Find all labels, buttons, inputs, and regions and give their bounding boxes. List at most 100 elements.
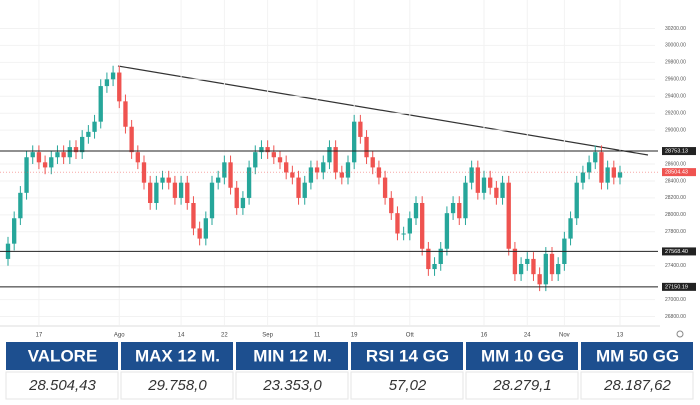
candle-body xyxy=(543,253,548,285)
candle-body xyxy=(333,147,338,173)
candle-body xyxy=(123,101,128,127)
settings-icon[interactable] xyxy=(676,330,684,338)
header-text: VALORE xyxy=(28,346,98,365)
candle-body xyxy=(191,203,196,229)
x-tick-label: 16 xyxy=(481,333,488,339)
x-tick-label: Sep xyxy=(262,333,273,339)
last-price-label: 28504.43 xyxy=(665,170,688,176)
candle-body xyxy=(568,218,573,239)
last-price-box xyxy=(662,168,696,177)
candle-body xyxy=(284,162,289,173)
candle-body xyxy=(296,177,301,198)
header-cell xyxy=(6,342,118,370)
candle-body xyxy=(580,172,586,183)
candle-body xyxy=(55,152,60,158)
candle-body xyxy=(413,203,419,219)
candle-body xyxy=(556,264,561,275)
candle-body xyxy=(228,162,233,188)
candle-body xyxy=(605,167,610,183)
candle-body xyxy=(148,182,153,203)
y-tick-label: 28200.00 xyxy=(665,195,686,201)
y-tick-label: 29800.00 xyxy=(665,60,686,66)
candle-body xyxy=(129,126,134,153)
candle-body xyxy=(98,86,103,122)
x-tick-label: 13 xyxy=(617,333,624,339)
candle-body xyxy=(80,136,85,153)
y-tick-label: 28400.00 xyxy=(665,178,686,184)
candle-body xyxy=(376,167,382,178)
candle-body xyxy=(117,72,122,102)
candle-body xyxy=(345,162,351,178)
candle-body xyxy=(222,162,227,178)
x-tick-label: 17 xyxy=(36,333,43,339)
candle-body xyxy=(444,213,450,249)
candle-body xyxy=(593,152,598,163)
candle-body xyxy=(12,218,17,244)
candle-body xyxy=(67,147,72,158)
value-cell xyxy=(120,371,234,400)
x-tick-label: 24 xyxy=(524,333,531,339)
level-label-box xyxy=(662,247,696,256)
value-cell xyxy=(580,371,694,400)
candle-body xyxy=(389,197,394,214)
x-tick-label: Ott xyxy=(406,333,414,339)
candle-body xyxy=(450,203,456,214)
x-tick-label: 19 xyxy=(351,333,358,339)
candle-body xyxy=(395,213,400,234)
candle-body xyxy=(259,147,264,153)
candle-body xyxy=(599,152,604,183)
candle-body xyxy=(240,197,246,209)
candle-body xyxy=(617,172,623,178)
header-text: MM 10 GG xyxy=(481,346,564,365)
candle-body xyxy=(30,152,35,158)
candle-body xyxy=(481,177,487,193)
value-cell xyxy=(235,371,349,400)
candle-body xyxy=(246,167,252,198)
candle-body xyxy=(42,162,48,168)
candle-body xyxy=(469,167,474,183)
candle-body xyxy=(457,203,462,219)
candle-body xyxy=(18,192,23,219)
candle-body xyxy=(314,167,320,173)
value-cell xyxy=(5,371,119,400)
y-tick-label: 27000.00 xyxy=(665,297,686,303)
y-tick-label: 28000.00 xyxy=(665,212,686,218)
candle-body xyxy=(172,182,178,198)
header-text: RSI 14 GG xyxy=(366,346,449,365)
candle-body xyxy=(253,152,258,168)
y-tick-label: 27800.00 xyxy=(665,229,686,235)
candle-body xyxy=(500,182,505,198)
value-text: 57,02 xyxy=(389,377,427,394)
header-cell xyxy=(581,342,693,370)
candle-body xyxy=(166,177,171,183)
header-text: MAX 12 M. xyxy=(135,346,220,365)
y-tick-label: 30200.00 xyxy=(665,26,686,32)
candle-body xyxy=(86,131,91,137)
candle-body xyxy=(537,274,542,285)
value-cell xyxy=(465,371,579,400)
candle-body xyxy=(494,187,499,198)
y-tick-label: 29000.00 xyxy=(665,127,686,133)
candle-body xyxy=(432,264,437,270)
y-tick-label: 29200.00 xyxy=(665,111,686,117)
candle-body xyxy=(92,121,97,132)
x-tick-label: 14 xyxy=(178,333,185,339)
candle-body xyxy=(24,157,29,193)
value-cell xyxy=(350,371,464,400)
y-tick-label: 30000.00 xyxy=(665,43,686,49)
candle-body xyxy=(549,253,555,275)
candle-body xyxy=(574,182,579,219)
y-tick-label: 26800.00 xyxy=(665,314,686,320)
header-cell xyxy=(351,342,463,370)
y-tick-label: 29600.00 xyxy=(665,77,686,83)
x-tick-label: Ago xyxy=(114,333,125,339)
candle-body xyxy=(407,218,412,234)
candle-body xyxy=(327,147,332,163)
value-text: 29.758,0 xyxy=(147,377,207,394)
trend-line xyxy=(117,65,649,156)
candle-body xyxy=(154,182,159,203)
candle-body xyxy=(209,182,215,219)
value-text: 28.504,43 xyxy=(28,377,96,394)
candle-body xyxy=(61,152,66,158)
